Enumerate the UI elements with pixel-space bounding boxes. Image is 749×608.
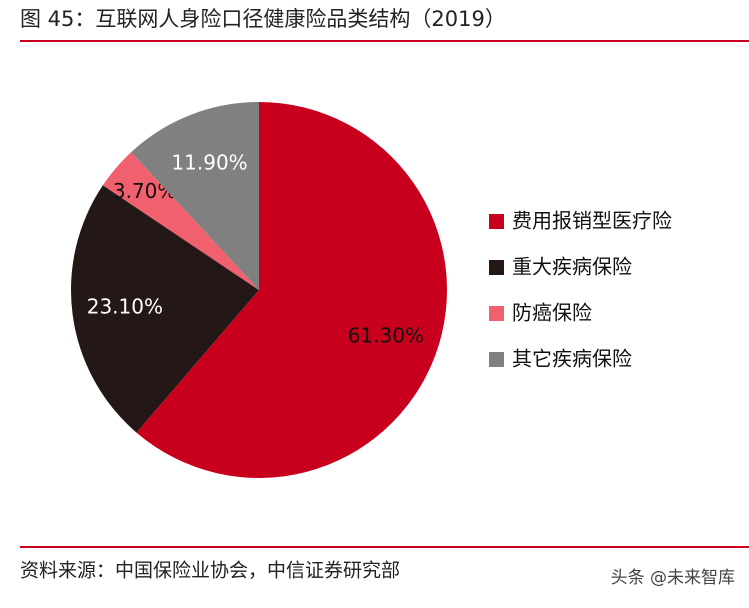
data-label: 11.90%: [171, 150, 247, 174]
chart-title: 图 45：互联网人身险口径健康险品类结构（2019）: [20, 7, 506, 31]
legend-label: 防癌保险: [512, 301, 592, 325]
legend-swatch: [489, 214, 504, 229]
watermark: 头条 @未来智库: [611, 568, 735, 588]
pie-slice: [136, 102, 447, 479]
legend-label: 其它疾病保险: [512, 347, 632, 371]
legend-label: 费用报销型医疗险: [512, 209, 672, 233]
pie-slice: [131, 102, 259, 290]
data-label: 23.10%: [87, 295, 163, 319]
data-label: 61.30%: [348, 324, 424, 348]
legend-label: 重大疾病保险: [512, 255, 632, 279]
legend-swatch: [489, 306, 504, 321]
pie-slice: [71, 185, 260, 433]
pie: 61.30%23.10%3.70%11.90%: [71, 102, 447, 479]
source: 资料来源：中国保险业协会，中信证券研究部: [20, 560, 400, 582]
pie-slice: [102, 152, 260, 290]
legend-swatch: [489, 260, 504, 275]
legend-swatch: [489, 352, 504, 367]
